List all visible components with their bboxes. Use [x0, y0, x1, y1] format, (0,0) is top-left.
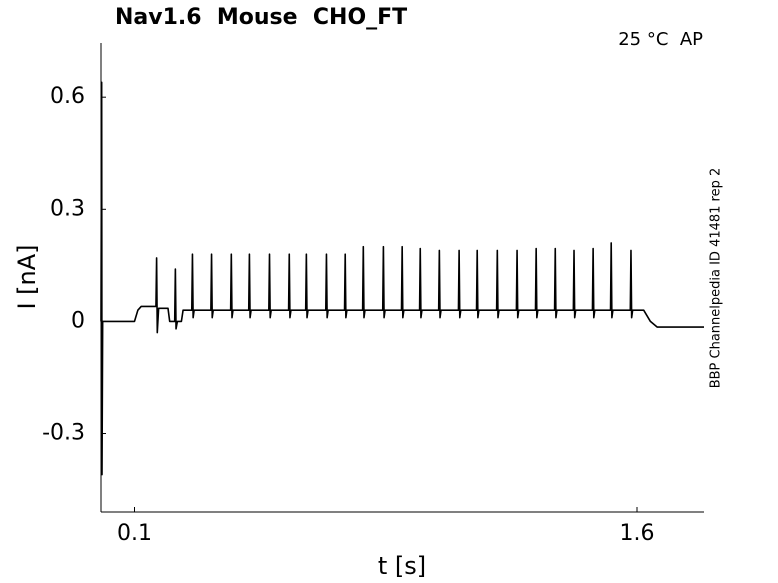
y-tick-label: 0.3 — [50, 196, 85, 221]
y-tick-label: 0.6 — [50, 84, 85, 109]
chart-title: Nav1.6 Mouse CHO_FT — [115, 5, 407, 30]
y-tick-label: -0.3 — [42, 421, 85, 446]
annotation: 25 °C AP — [618, 29, 703, 50]
x-tick-label: 0.1 — [117, 521, 152, 546]
x-tick-label: 1.6 — [620, 521, 655, 546]
y-axis-label: I [nA] — [13, 244, 41, 309]
y-tick-label: 0 — [71, 308, 85, 333]
trace — [100, 81, 704, 476]
side-note: BBP Channelpedia ID 41481 rep 2 — [709, 168, 724, 389]
x-axis-label: t [s] — [378, 552, 426, 580]
